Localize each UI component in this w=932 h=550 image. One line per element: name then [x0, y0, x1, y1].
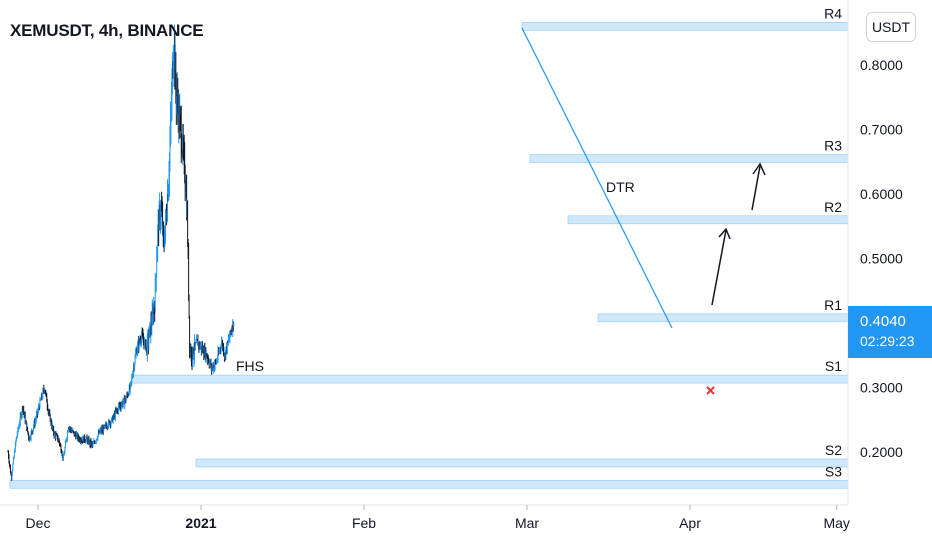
arrow-line-1 [711, 229, 727, 306]
cross-icon [706, 386, 715, 395]
bar-countdown: 02:29:23 [860, 333, 915, 349]
level-label-s2: S2 [825, 442, 842, 458]
level-zone-s1 [131, 374, 849, 384]
level-label-r2: R2 [824, 199, 842, 215]
last-price: 0.4040 [860, 313, 906, 330]
dtr-trendline [521, 27, 673, 329]
level-zone-r4 [521, 21, 849, 31]
x-tick-label: Dec [26, 515, 51, 531]
level-zone-s3 [9, 479, 849, 489]
level-zone-r3 [529, 154, 849, 163]
y-tick-label: 0.6000 [860, 186, 903, 202]
candles-layer [7, 24, 235, 481]
x-tick-label: May [823, 515, 849, 531]
chart-title: XEMUSDT, 4h, BINANCE [10, 21, 204, 40]
level-label-s3: S3 [825, 463, 842, 479]
arrow-head-2 [752, 162, 766, 176]
y-tick-label: 0.3000 [860, 380, 903, 396]
x-tick-label: Feb [352, 515, 376, 531]
level-zone-r1 [597, 313, 849, 323]
y-tick-label: 0.2000 [860, 444, 903, 460]
level-label-r3: R3 [824, 138, 842, 154]
arrow-head-1 [718, 227, 731, 240]
level-label-s1: S1 [825, 358, 842, 374]
axis-layer: 0.20000.30000.40000.50000.60000.70000.80… [0, 0, 903, 531]
level-label-r1: R1 [824, 297, 842, 313]
currency-unit-button[interactable]: USDT [866, 12, 916, 42]
x-tick-label: 2021 [185, 515, 216, 531]
x-tick-label: Apr [679, 515, 701, 531]
annotation-dtr: DTR [606, 179, 635, 195]
last-price-tag: 0.4040 02:29:23 [848, 306, 932, 358]
annotation-fhs: FHS [236, 358, 264, 374]
arrow-line-2 [751, 165, 761, 211]
y-tick-label: 0.5000 [860, 251, 903, 267]
level-zone-r2 [567, 215, 849, 225]
y-tick-label: 0.7000 [860, 122, 903, 138]
x-tick-label: Mar [515, 515, 539, 531]
overlay-layer: FHS DTR [236, 27, 766, 395]
level-label-r4: R4 [824, 5, 842, 21]
level-zone-s2 [195, 458, 849, 468]
y-tick-label: 0.8000 [860, 57, 903, 73]
